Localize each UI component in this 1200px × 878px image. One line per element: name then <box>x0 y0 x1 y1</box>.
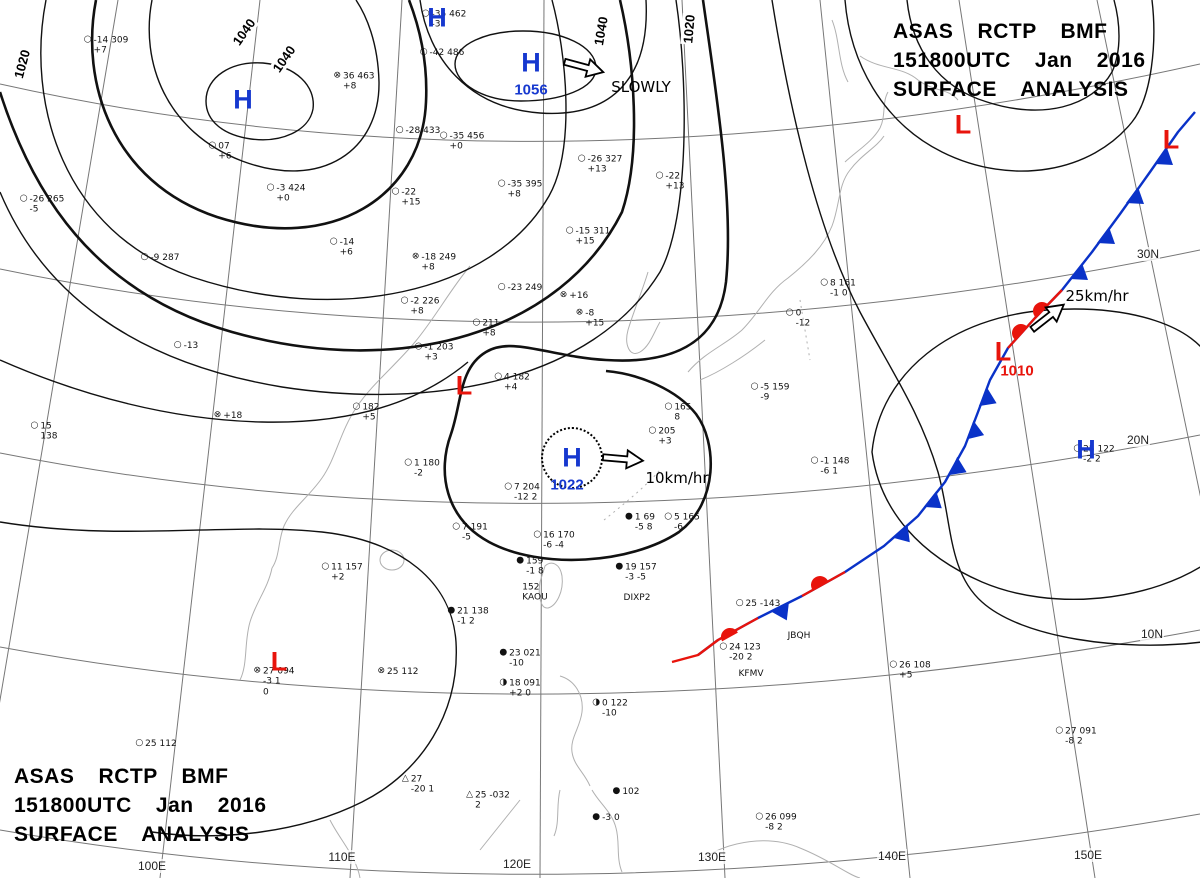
title-line: SURFACE ANALYSIS <box>893 77 1129 101</box>
warm-front-segment <box>801 570 846 598</box>
warm-front-semicircle-icon <box>811 576 828 590</box>
cold-front-triangle-icon <box>1097 227 1115 244</box>
title-line: 151800UTC Jan 2016 <box>14 793 267 817</box>
title-line: ASAS RCTP BMF <box>14 765 229 788</box>
cold-front-triangle-icon <box>771 602 789 621</box>
cold-front-triangle-icon <box>978 387 997 407</box>
cold-front-triangle-icon <box>923 491 942 509</box>
title-line: 151800UTC Jan 2016 <box>893 48 1146 72</box>
cold-front-triangle-icon <box>1126 187 1144 204</box>
title-line: SURFACE ANALYSIS <box>14 822 250 846</box>
coastlines <box>239 19 959 878</box>
cold-front-triangle-icon <box>1155 148 1173 165</box>
warm-front-segment <box>1007 289 1063 349</box>
cold-front-triangle-icon <box>892 524 910 543</box>
isobars <box>0 0 1200 837</box>
warm-front-segment <box>671 616 759 664</box>
cold-front-triangle-icon <box>948 456 967 476</box>
title-line: ASAS RCTP BMF <box>893 20 1108 43</box>
title-block-top-right: ASAS RCTP BMF 151800UTC Jan 2016 SURFACE… <box>893 18 1195 105</box>
cold-front-triangle-icon <box>1070 263 1088 280</box>
title-block-bottom-left: ASAS RCTP BMF 151800UTC Jan 2016 SURFACE… <box>14 763 316 850</box>
cold-front-triangle-icon <box>966 420 985 440</box>
front-decorations <box>720 148 1173 642</box>
warm-front-semicircle-icon <box>720 627 738 642</box>
warm-front-semicircle-icon <box>1011 323 1027 340</box>
front-lines <box>671 111 1196 664</box>
cold-front-line <box>697 111 1196 656</box>
